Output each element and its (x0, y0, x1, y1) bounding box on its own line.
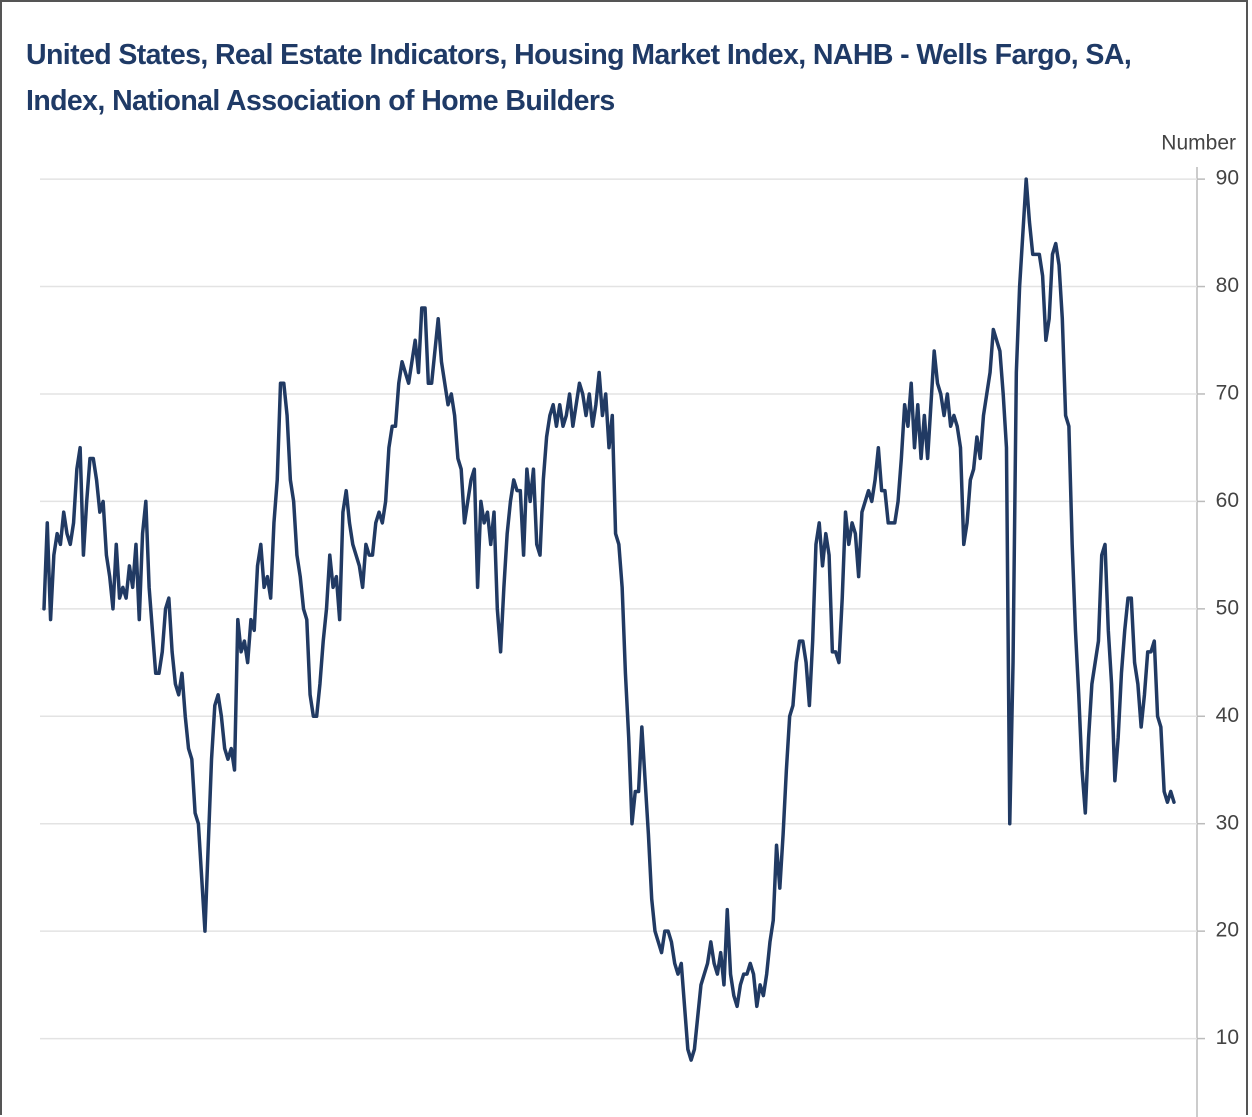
y-tick-label: 30 (1216, 811, 1239, 834)
y-tick-label: 10 (1216, 1026, 1239, 1049)
y-axis-label: Number (1161, 132, 1236, 155)
data-line (42, 177, 1176, 1062)
y-tick-label: 70 (1216, 382, 1239, 405)
y-tick-label: 20 (1216, 919, 1239, 942)
y-tick-label: 80 (1216, 274, 1239, 297)
y-tick-label: 50 (1216, 596, 1239, 619)
y-tick-label: 90 (1216, 167, 1239, 190)
y-tick-label: 60 (1216, 489, 1239, 512)
y-tick-label: 40 (1216, 704, 1239, 727)
chart-title: United States, Real Estate Indicators, H… (26, 39, 1132, 117)
